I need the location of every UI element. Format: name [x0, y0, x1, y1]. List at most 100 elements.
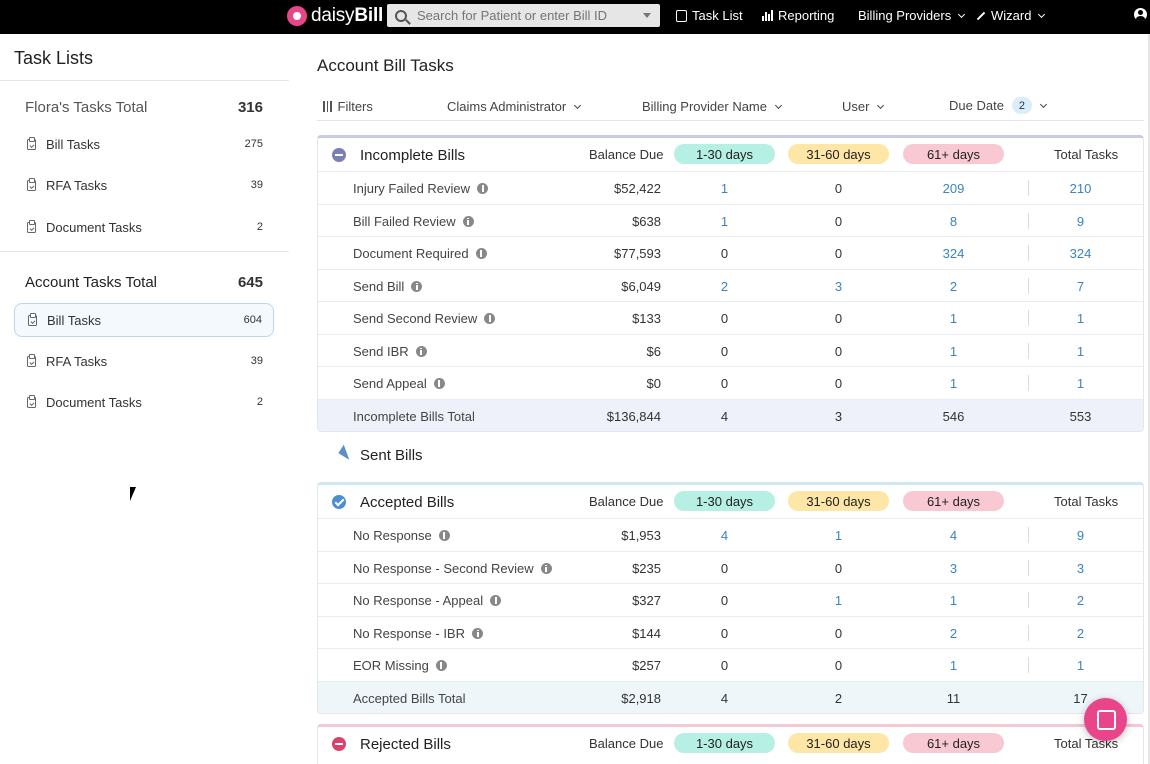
billing-provider-filter[interactable]: Billing Provider Name: [642, 99, 783, 114]
count-cell-d3[interactable]: 2: [949, 278, 958, 294]
info-icon[interactable]: [435, 660, 447, 671]
count-cell-d3[interactable]: 1: [949, 593, 958, 608]
count-cell-d3[interactable]: 3: [949, 560, 958, 576]
table-row[interactable]: Document Required $77,593 0 0 324 324: [318, 236, 1143, 269]
count-cell-d3[interactable]: 324: [942, 246, 965, 261]
group-count: 645: [237, 274, 263, 291]
table-row[interactable]: No Response - Second Review $235 0 0 3 3: [318, 550, 1143, 584]
mouse-cursor-icon: [130, 487, 136, 501]
chat-support-button[interactable]: [1084, 698, 1127, 741]
count-cell-d3[interactable]: 2: [949, 625, 958, 641]
column-divider: [1028, 559, 1029, 576]
info-icon[interactable]: [472, 627, 483, 639]
count-cell-total[interactable]: 2: [1076, 625, 1085, 641]
sidebar-item-account-bill-tasks[interactable]: Bill Tasks 604: [14, 303, 274, 337]
balance-due-cell: $0: [646, 376, 661, 391]
info-icon[interactable]: [477, 183, 489, 194]
count-cell-total[interactable]: 2: [1076, 593, 1085, 608]
count-cell-d3[interactable]: 209: [942, 181, 965, 196]
sidebar-item-floras-rfa-tasks[interactable]: RFA Tasks 39: [14, 168, 274, 202]
info-icon[interactable]: [540, 562, 552, 574]
count-cell-d3[interactable]: 4: [949, 528, 958, 543]
count-cell-d3[interactable]: 1: [949, 343, 958, 359]
table-row[interactable]: Send Bill $6,049 2 3 2 7: [318, 268, 1143, 302]
table-row[interactable]: Bill Failed Review $638 1 0 8 9: [318, 203, 1143, 237]
section-header[interactable]: Incomplete Bills Balance Due 1-30 days 3…: [318, 138, 1143, 171]
table-row[interactable]: Send Appeal $0 0 0 1 1: [318, 366, 1143, 399]
nav-task-list[interactable]: Task List: [676, 8, 743, 23]
sidebar-item-account-document-tasks[interactable]: Document Tasks 2: [14, 385, 274, 419]
count-cell-total[interactable]: 1: [1076, 658, 1085, 673]
count-cell-d1[interactable]: 4: [720, 528, 729, 543]
count-cell-total[interactable]: 210: [1069, 181, 1092, 196]
daisybill-logo[interactable]: daisyBill: [287, 5, 383, 27]
count-cell-d3[interactable]: 1: [949, 658, 958, 673]
row-label: Send Bill: [353, 279, 423, 294]
user-account-icon[interactable]: [1134, 8, 1147, 21]
table-row[interactable]: No Response - IBR $144 0 0 2 2: [318, 615, 1143, 649]
info-icon[interactable]: [415, 345, 427, 357]
account-tasks-total[interactable]: Account Tasks Total 645: [25, 274, 263, 291]
row-label-text: No Response - Appeal: [353, 593, 484, 608]
count-cell-d3[interactable]: 1: [949, 376, 958, 391]
search-input[interactable]: [417, 8, 637, 23]
count-cell-d1[interactable]: 1: [720, 181, 729, 196]
info-icon[interactable]: [484, 313, 496, 324]
count-cell-d3[interactable]: 8: [949, 213, 958, 229]
due-date-filter[interactable]: Due Date 2: [949, 97, 1047, 114]
table-row[interactable]: EOR Missing $257 0 0 1 1: [318, 648, 1143, 681]
count-cell-total[interactable]: 9: [1076, 528, 1085, 543]
sidebar-item-floras-bill-tasks[interactable]: Bill Tasks 275: [14, 127, 274, 161]
sent-bills-section[interactable]: Sent Bills: [317, 440, 1144, 470]
claims-administrator-filter[interactable]: Claims Administrator: [447, 99, 582, 114]
check-circle-icon[interactable]: [332, 495, 346, 509]
table-row[interactable]: No Response $1,953 4 1 4 9: [318, 518, 1143, 551]
count-cell-d3[interactable]: 1: [949, 311, 958, 326]
section-title: Accepted Bills: [360, 494, 455, 511]
count-cell-total[interactable]: 7: [1076, 278, 1085, 294]
collapse-minus-icon[interactable]: [332, 737, 346, 751]
count-cell-total[interactable]: 324: [1069, 246, 1092, 261]
count-cell-total[interactable]: 9: [1076, 213, 1085, 229]
section-header[interactable]: Accepted Bills Balance Due 1-30 days 31-…: [318, 485, 1143, 518]
collapse-minus-icon[interactable]: [332, 148, 346, 162]
info-icon[interactable]: [475, 248, 487, 259]
count-cell-d2: 0: [834, 343, 843, 359]
search-box[interactable]: [387, 4, 660, 27]
count-cell-total[interactable]: 1: [1076, 311, 1085, 326]
section-title: Incomplete Bills: [360, 147, 466, 164]
nav-wizard[interactable]: Wizard: [976, 8, 1046, 23]
count-cell-total: 17: [1073, 690, 1088, 706]
count-cell-d3: 546: [942, 408, 965, 424]
sidebar-item-floras-document-tasks[interactable]: Document Tasks 2: [14, 210, 274, 244]
table-row[interactable]: Injury Failed Review $52,422 1 0 209 210: [318, 171, 1143, 204]
row-label-text: Send IBR: [353, 343, 409, 359]
info-icon[interactable]: [462, 215, 474, 227]
count-cell-total[interactable]: 3: [1076, 560, 1085, 576]
search-dropdown-caret-icon[interactable]: [643, 13, 651, 18]
info-icon[interactable]: [438, 530, 450, 541]
sidebar-item-account-rfa-tasks[interactable]: RFA Tasks 39: [14, 344, 274, 378]
count-cell-d2[interactable]: 1: [834, 593, 843, 608]
table-row[interactable]: No Response - Appeal $327 0 1 1 2: [318, 583, 1143, 616]
user-filter[interactable]: User: [842, 99, 885, 114]
info-icon[interactable]: [490, 595, 502, 606]
count-cell-d1[interactable]: 1: [720, 213, 729, 229]
table-row[interactable]: Send IBR $6 0 0 1 1: [318, 333, 1143, 367]
sidebar-item-count: 2: [256, 221, 263, 233]
nav-reporting[interactable]: Reporting: [762, 8, 834, 23]
nav-billing-providers[interactable]: Billing Providers: [858, 8, 966, 23]
page-title: Account Bill Tasks: [317, 56, 454, 75]
count-cell-d2[interactable]: 1: [834, 528, 843, 543]
count-cell-d2[interactable]: 3: [834, 278, 843, 294]
floras-tasks-total[interactable]: Flora's Tasks Total 316: [25, 99, 263, 116]
count-cell-total[interactable]: 1: [1076, 376, 1085, 391]
info-icon[interactable]: [433, 378, 445, 389]
count-cell-d1[interactable]: 2: [720, 278, 729, 294]
count-cell-total[interactable]: 1: [1076, 343, 1085, 359]
sidebar-item-label: Bill Tasks: [47, 312, 101, 328]
table-row[interactable]: Send Second Review $133 0 0 1 1: [318, 301, 1143, 334]
info-icon[interactable]: [411, 280, 423, 292]
filters-button[interactable]: Filters: [323, 99, 373, 114]
section-header[interactable]: Rejected Bills Balance Due 1-30 days 31-…: [318, 727, 1143, 760]
